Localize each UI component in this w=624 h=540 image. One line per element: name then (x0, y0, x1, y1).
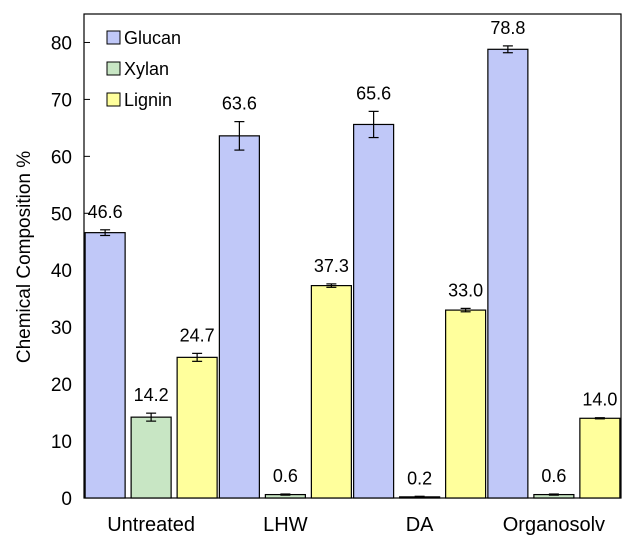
plot-frame (83, 13, 622, 499)
bar-glucan (84, 232, 126, 499)
bar-lignin (579, 417, 621, 499)
legend: Glucan Xylan Lignin (106, 28, 181, 110)
y-tick-label: 10 (51, 432, 72, 453)
bar-lignin (445, 309, 487, 499)
legend-swatch-glucan (106, 30, 121, 45)
y-tick-label: 50 (51, 204, 72, 225)
y-tick-label: 40 (51, 261, 72, 282)
y-tick-label: 80 (51, 33, 72, 54)
y-tick-label: 70 (51, 90, 72, 111)
data-label: 33.0 (448, 280, 483, 300)
bar-glucan (487, 48, 529, 499)
data-label: 0.6 (541, 466, 566, 486)
data-label: 65.6 (356, 83, 391, 103)
legend-swatch-lignin (106, 92, 121, 107)
y-tick-label: 30 (51, 318, 72, 339)
y-tick-label: 20 (51, 375, 72, 396)
bar-lignin (176, 356, 218, 499)
legend-label-glucan: Glucan (124, 28, 181, 48)
data-label: 24.7 (180, 325, 215, 345)
data-label: 63.6 (222, 94, 257, 114)
error-bars (100, 45, 605, 499)
bar-lignin (310, 285, 352, 499)
data-label: 14.2 (134, 385, 169, 405)
data-labels: 46.6 14.2 24.7 63.6 0.6 37.3 65.6 0.2 33.0 78.8 0.… (88, 18, 618, 488)
data-label: 46.6 (88, 202, 123, 222)
legend-label-xylan: Xylan (124, 59, 169, 79)
data-label: 14.0 (582, 390, 617, 410)
x-tick-label: Organosolv (503, 514, 605, 535)
bars (84, 48, 621, 499)
x-tick-label: DA (406, 514, 434, 535)
x-tick-label: Untreated (107, 514, 195, 535)
y-tick-label: 60 (51, 147, 72, 168)
bar-glucan (353, 123, 395, 499)
bar-glucan (218, 135, 260, 499)
data-label: 78.8 (490, 18, 525, 38)
data-label: 37.3 (314, 256, 349, 276)
x-tick-label: LHW (263, 514, 308, 535)
legend-swatch-xylan (106, 61, 121, 76)
axes: 0 10 20 30 40 50 60 70 80 Untreated LHW DA Organosol… (51, 13, 622, 536)
legend-label-lignin: Lignin (124, 90, 172, 110)
data-label: 0.2 (407, 468, 432, 488)
y-tick-label: 0 (61, 489, 72, 510)
bar-xylan (130, 416, 172, 499)
data-label: 0.6 (273, 466, 298, 486)
y-axis-label: Chemical Composition % (14, 151, 35, 363)
